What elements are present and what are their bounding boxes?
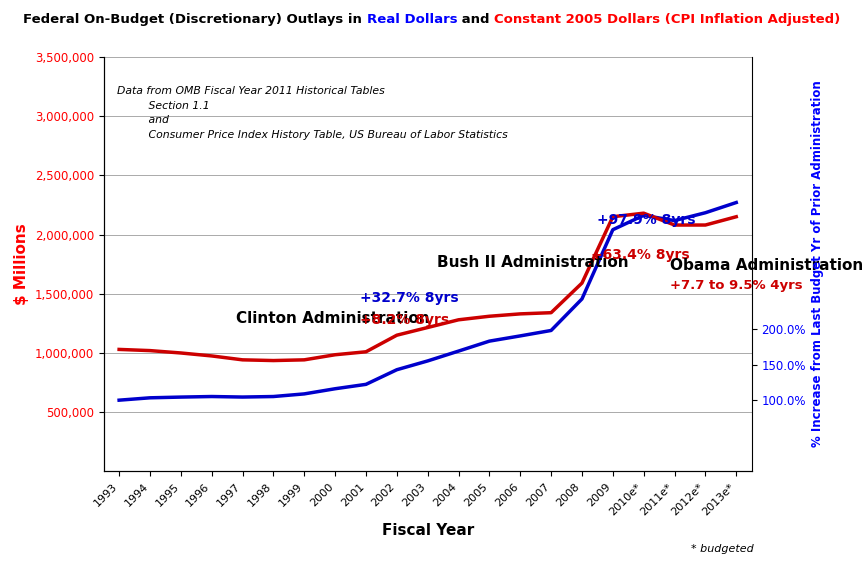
Text: * budgeted: * budgeted: [691, 544, 754, 554]
Text: +7.7 to 9.5% 4yrs: +7.7 to 9.5% 4yrs: [670, 279, 803, 292]
Text: Clinton Administration: Clinton Administration: [237, 311, 430, 326]
Text: Constant 2005 Dollars (CPI Inflation Adjusted): Constant 2005 Dollars (CPI Inflation Adj…: [494, 14, 841, 26]
Y-axis label: % Increase from Last Budget Yr of Prior Administration: % Increase from Last Budget Yr of Prior …: [811, 81, 824, 448]
Text: Data from OMB Fiscal Year 2011 Historical Tables
         Section 1.1
         a: Data from OMB Fiscal Year 2011 Historica…: [117, 86, 507, 140]
Text: Real Dollars: Real Dollars: [366, 14, 457, 26]
Text: +63.4% 8yrs: +63.4% 8yrs: [591, 248, 689, 262]
X-axis label: Fiscal Year: Fiscal Year: [382, 523, 473, 537]
Text: +32.7% 8yrs: +32.7% 8yrs: [359, 291, 459, 306]
Text: Bush II Administration: Bush II Administration: [437, 256, 629, 270]
Text: Obama Administration: Obama Administration: [670, 258, 863, 273]
Y-axis label: $ Millions: $ Millions: [14, 223, 29, 305]
Text: +97.9% 8yrs: +97.9% 8yrs: [597, 214, 696, 227]
Text: Federal On-Budget (Discretionary) Outlays in: Federal On-Budget (Discretionary) Outlay…: [23, 14, 366, 26]
Text: +8.2% 8yrs: +8.2% 8yrs: [359, 313, 449, 327]
Text: and: and: [457, 14, 494, 26]
